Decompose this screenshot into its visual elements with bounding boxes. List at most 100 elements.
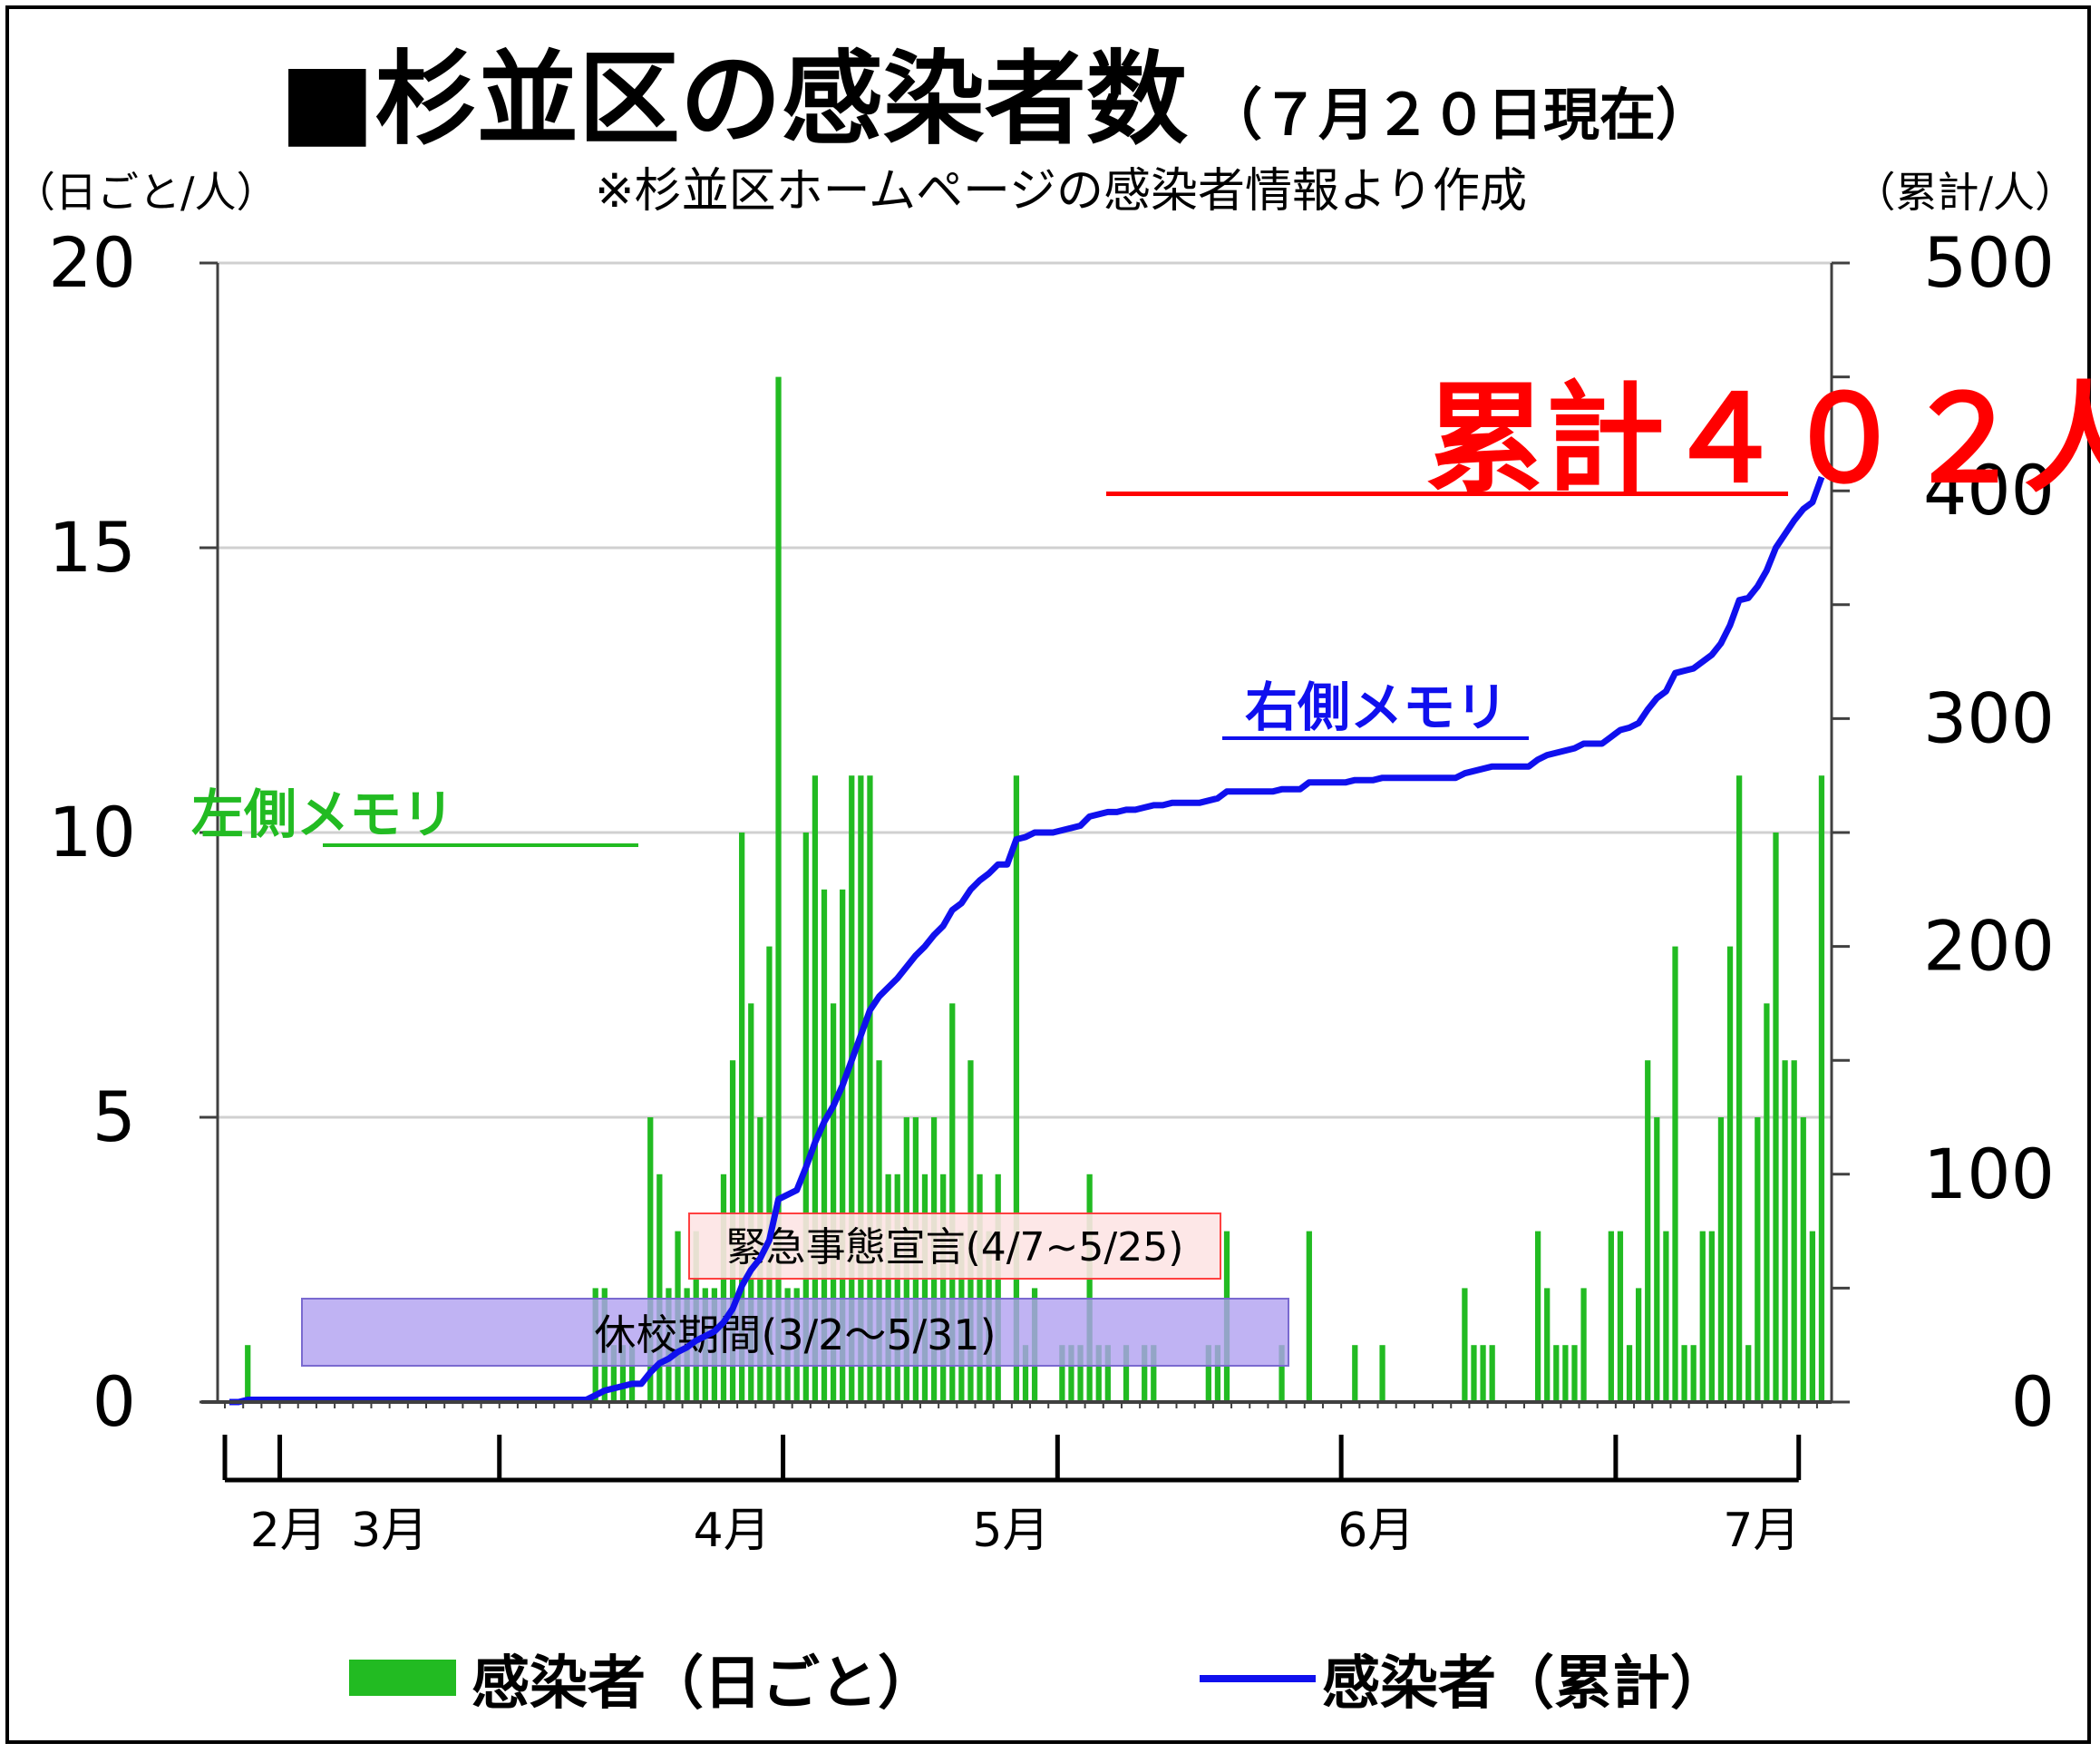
left-axis-ticks: 0 5 10 15 20	[48, 222, 218, 1442]
daily-bar	[610, 1345, 617, 1402]
left-tick-label: 10	[48, 792, 136, 872]
emergency-band	[688, 1212, 1221, 1280]
daily-bar	[1663, 1231, 1669, 1402]
daily-bar	[1480, 1345, 1486, 1402]
daily-bar	[1580, 1288, 1587, 1402]
daily-bar	[867, 775, 873, 1402]
daily-bar	[656, 1174, 663, 1402]
daily-bar	[1123, 1345, 1130, 1402]
school-closure-label: 休校期間(3/2～5/31)	[594, 1310, 996, 1359]
emergency-label: 緊急事態宣言(4/7~5/25)	[726, 1224, 1184, 1271]
daily-bar	[748, 1003, 754, 1402]
total-annotation: 累計４０２人	[1425, 370, 2100, 510]
daily-bar	[775, 376, 782, 1403]
daily-bar	[1635, 1288, 1642, 1402]
school-closure-band	[301, 1298, 1289, 1367]
daily-bar	[821, 889, 828, 1402]
right-tick-label: 100	[1923, 1134, 2055, 1214]
daily-bar	[1534, 1231, 1541, 1402]
daily-bar	[1690, 1345, 1697, 1402]
month-label: 3月	[351, 1504, 428, 1558]
daily-bar	[766, 946, 773, 1402]
daily-bar	[1489, 1345, 1495, 1402]
daily-bar	[1681, 1345, 1687, 1402]
daily-bar	[1764, 1003, 1770, 1402]
daily-bar	[849, 775, 855, 1402]
daily-bar	[1214, 1345, 1221, 1402]
right-tick-label: 300	[1923, 677, 2055, 758]
legend-daily-label: 感染者（日ごと）	[472, 1651, 936, 1718]
daily-bar	[1205, 1345, 1211, 1402]
daily-bar	[1352, 1345, 1358, 1402]
right-axis-unit: （累計/人）	[1854, 168, 2077, 217]
month-label: 7月	[1723, 1504, 1800, 1558]
daily-bar	[1818, 775, 1825, 1402]
chart-subtitle: ※杉並区ホームページの感染者情報より作成	[595, 164, 1527, 219]
daily-bar	[1726, 946, 1734, 1402]
daily-bar	[921, 1174, 928, 1402]
daily-bar	[1013, 775, 1020, 1402]
daily-bar	[1617, 1231, 1624, 1402]
daily-bar	[977, 1174, 983, 1402]
left-memo-label: 左側メモリ	[191, 784, 454, 845]
daily-bar	[245, 1345, 251, 1402]
daily-bar	[1544, 1288, 1551, 1402]
daily-bar	[1800, 1117, 1806, 1402]
daily-bar	[619, 1345, 627, 1402]
daily-bar	[1151, 1345, 1157, 1402]
daily-bar	[885, 1174, 891, 1402]
daily-bar	[1755, 1117, 1761, 1402]
daily-bar	[940, 1174, 947, 1402]
daily-bar	[1608, 1231, 1614, 1402]
legend-cumulative-label: 感染者（累計）	[1322, 1651, 1728, 1718]
chart-title: ■杉並区の感染者数	[279, 41, 1188, 159]
chart-title-date: （７月２０日現在）	[1206, 82, 1712, 148]
daily-bar	[1699, 1231, 1706, 1402]
daily-bar	[1104, 1345, 1111, 1402]
daily-bar	[1626, 1345, 1633, 1402]
month-label: 2月	[250, 1504, 327, 1558]
left-tick-label: 0	[92, 1361, 136, 1442]
daily-bar	[1142, 1345, 1148, 1402]
daily-bar	[1068, 1345, 1074, 1402]
daily-bar	[830, 1003, 837, 1402]
daily-bar	[628, 1345, 636, 1402]
daily-bar	[1708, 1231, 1715, 1402]
month-label: 5月	[972, 1504, 1049, 1558]
daily-bar	[858, 775, 864, 1402]
total-underline	[1106, 492, 1788, 496]
gridlines	[218, 261, 1832, 1119]
daily-bar	[1462, 1288, 1468, 1402]
right-tick-label: 200	[1923, 906, 2055, 987]
daily-bar	[1717, 1117, 1725, 1402]
daily-bar	[812, 775, 819, 1402]
month-label: 6月	[1337, 1504, 1415, 1558]
daily-bar	[1379, 1345, 1385, 1402]
daily-bar	[1571, 1345, 1578, 1402]
daily-bar	[720, 1174, 727, 1402]
daily-bar	[1022, 1345, 1029, 1402]
left-memo-underline	[323, 843, 638, 847]
daily-bar	[1672, 946, 1678, 1402]
left-tick-label: 5	[92, 1076, 136, 1157]
daily-bar	[1645, 1060, 1651, 1402]
daily-bar	[1809, 1231, 1815, 1402]
daily-bar	[1782, 1060, 1788, 1402]
daily-bar	[949, 1003, 956, 1402]
legend-line-swatch	[1200, 1675, 1316, 1682]
daily-bar	[1654, 1117, 1660, 1402]
left-axis-unit: （日ごと/人）	[14, 168, 278, 217]
daily-bar	[894, 1174, 900, 1402]
daily-bar	[1736, 775, 1743, 1402]
right-memo-label: 右側メモリ	[1245, 677, 1508, 738]
daily-bar	[1791, 1060, 1797, 1402]
right-tick-label: 500	[1923, 222, 2055, 303]
daily-bar	[1059, 1345, 1065, 1402]
daily-bar	[995, 1174, 1001, 1402]
daily-bar	[1773, 833, 1779, 1402]
right-memo-underline	[1222, 736, 1529, 740]
daily-bar	[1086, 1174, 1093, 1402]
daily-bar	[1562, 1345, 1569, 1402]
left-tick-label: 20	[48, 222, 136, 303]
